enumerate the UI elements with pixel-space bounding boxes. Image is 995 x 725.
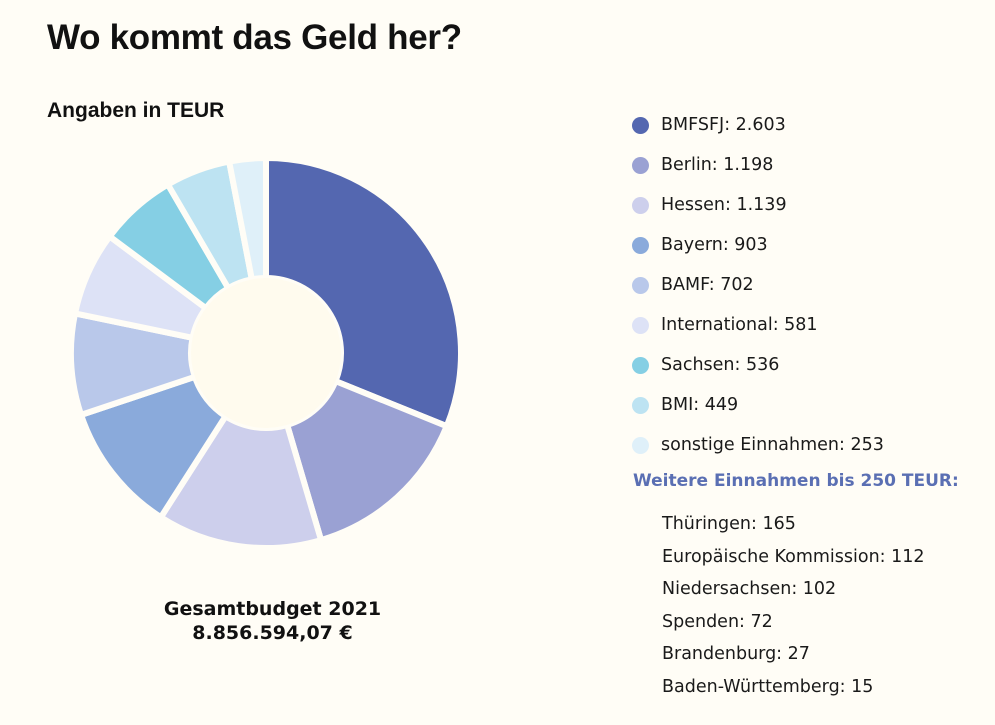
legend-item: Sachsen: 536 (630, 345, 884, 385)
legend-label: sonstige Einnahmen: 253 (661, 435, 884, 455)
further-income-list: Thüringen: 165 Europäische Kommission: 11… (662, 510, 925, 706)
legend-label: Berlin: 1.198 (661, 155, 774, 175)
legend-item: sonstige Einnahmen: 253 (630, 425, 884, 465)
further-income-item: Baden-Württemberg: 15 (662, 676, 874, 697)
legend-label: International: 581 (661, 315, 818, 335)
legend-item: BMFSFJ: 2.603 (630, 105, 884, 145)
donut-slice-hessen (156, 412, 325, 551)
total-budget-value: 8.856.594,07 € (192, 622, 353, 644)
total-budget-label: Gesamtbudget 2021 (163, 598, 382, 620)
further-income-item: Spenden: 72 (662, 611, 773, 632)
legend-label: BAMF: 702 (661, 275, 754, 295)
legend-item: Berlin: 1.198 (630, 145, 884, 185)
further-income-item: Thüringen: 165 (662, 514, 796, 534)
legend-label: BMFSFJ: 2.603 (661, 115, 786, 135)
legend-swatch (632, 236, 649, 254)
chart-subtitle: Angaben in TEUR (47, 99, 225, 122)
legend-item: International: 581 (630, 305, 884, 345)
further-income-item: Europäische Kommission: 112 (662, 546, 925, 567)
legend-swatch (632, 196, 649, 214)
legend-item: BAMF: 702 (630, 265, 884, 305)
legend: BMFSFJ: 2.603 Berlin: 1.198 Hessen: 1.139 B… (630, 105, 884, 465)
further-income-heading: Weitere Einnahmen bis 250 TEUR: (633, 471, 959, 491)
legend-swatch (632, 116, 649, 134)
legend-item: Hessen: 1.139 (630, 185, 884, 225)
legend-label: BMI: 449 (661, 395, 739, 415)
further-income-item: Niedersachsen: 102 (662, 579, 837, 600)
donut-hole (191, 278, 341, 428)
further-income-item: Brandenburg: 27 (662, 644, 810, 665)
legend-swatch (632, 396, 649, 414)
legend-label: Bayern: 903 (661, 235, 768, 255)
legend-item: BMI: 449 (630, 385, 884, 425)
legend-item: Bayern: 903 (630, 225, 884, 265)
donut-chart (68, 154, 464, 551)
legend-swatch (632, 436, 649, 454)
page-title: Wo kommt das Geld her? (47, 18, 462, 57)
legend-swatch (632, 156, 649, 174)
legend-swatch (632, 356, 649, 374)
legend-label: Hessen: 1.139 (661, 195, 787, 215)
legend-swatch (632, 276, 649, 294)
legend-label: Sachsen: 536 (661, 355, 780, 375)
legend-swatch (632, 316, 649, 334)
